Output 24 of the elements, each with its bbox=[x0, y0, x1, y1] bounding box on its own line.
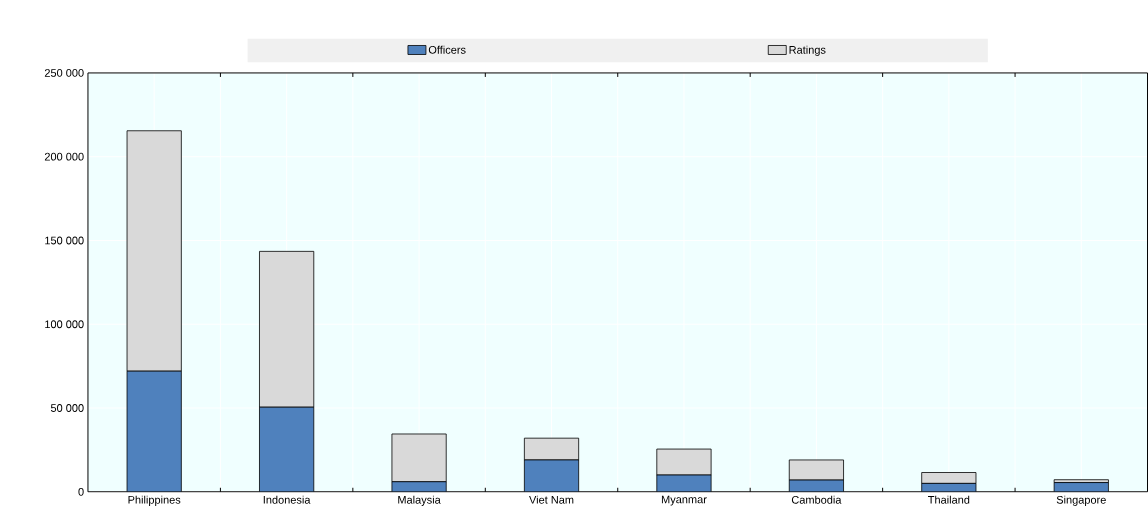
bar bbox=[523, 459, 580, 492]
y-tick-label: 0 bbox=[78, 487, 84, 496]
legend-label: Officers bbox=[428, 45, 466, 54]
x-tick-label: Cambodia bbox=[791, 495, 842, 504]
y-tick-label: 150 000 bbox=[45, 236, 84, 245]
y-tick-label: 50 000 bbox=[50, 404, 84, 413]
x-tick-label: Malaysia bbox=[398, 495, 441, 506]
bar bbox=[126, 370, 182, 492]
bar bbox=[788, 459, 844, 481]
bar bbox=[921, 472, 977, 484]
y-tick-label: 100 000 bbox=[45, 320, 84, 329]
x-tick-label: Indonesia bbox=[263, 495, 311, 504]
x-tick-label: Philippines bbox=[128, 495, 181, 506]
x-tick-label: Singapore bbox=[1056, 495, 1106, 506]
x-tick-label: Myanmar bbox=[661, 495, 707, 506]
bar bbox=[523, 437, 580, 461]
y-tick-label: 200 000 bbox=[44, 152, 84, 161]
bar bbox=[259, 406, 315, 492]
bar bbox=[656, 448, 712, 476]
x-tick-label: Viet Nam bbox=[529, 495, 574, 504]
bar bbox=[391, 433, 447, 483]
legend-label: Ratings bbox=[789, 45, 826, 57]
y-tick-label: 250 000 bbox=[44, 69, 84, 77]
x-tick-label: Thailand bbox=[928, 495, 970, 504]
